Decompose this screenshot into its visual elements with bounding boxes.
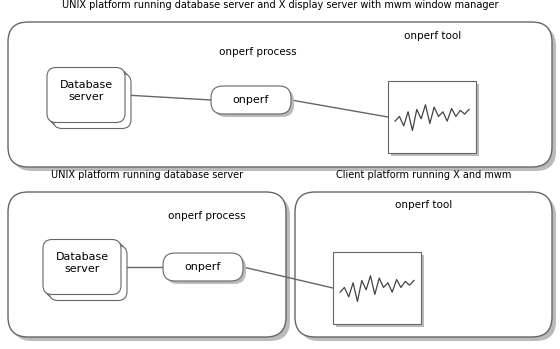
FancyBboxPatch shape	[50, 70, 128, 126]
Text: Database
server: Database server	[59, 80, 113, 102]
Text: onperf process: onperf process	[219, 47, 297, 57]
FancyBboxPatch shape	[8, 22, 552, 167]
FancyBboxPatch shape	[299, 196, 556, 341]
FancyBboxPatch shape	[46, 243, 124, 297]
FancyBboxPatch shape	[8, 192, 286, 337]
Text: Client platform running X and mwm: Client platform running X and mwm	[336, 170, 511, 180]
Text: UNIX platform running database server: UNIX platform running database server	[51, 170, 243, 180]
Text: onperf tool: onperf tool	[404, 31, 461, 41]
FancyBboxPatch shape	[12, 26, 556, 171]
Bar	[333, 252, 421, 324]
FancyBboxPatch shape	[53, 74, 131, 128]
Bar	[391, 84, 479, 156]
Text: onperf tool: onperf tool	[395, 200, 452, 210]
Text: UNIX platform running database server and X display server with mwm window manag: UNIX platform running database server an…	[62, 0, 498, 10]
FancyBboxPatch shape	[214, 89, 294, 117]
FancyBboxPatch shape	[12, 196, 290, 341]
FancyBboxPatch shape	[166, 256, 246, 284]
Text: Database
server: Database server	[55, 252, 109, 274]
FancyBboxPatch shape	[49, 245, 127, 300]
FancyBboxPatch shape	[163, 253, 243, 281]
FancyBboxPatch shape	[211, 86, 291, 114]
Text: onperf process: onperf process	[168, 211, 246, 221]
Bar	[336, 255, 424, 327]
Bar	[388, 81, 476, 153]
Text: onperf: onperf	[233, 95, 269, 105]
Text: onperf: onperf	[185, 262, 221, 272]
FancyBboxPatch shape	[43, 239, 121, 295]
FancyBboxPatch shape	[295, 192, 552, 337]
FancyBboxPatch shape	[47, 67, 125, 122]
